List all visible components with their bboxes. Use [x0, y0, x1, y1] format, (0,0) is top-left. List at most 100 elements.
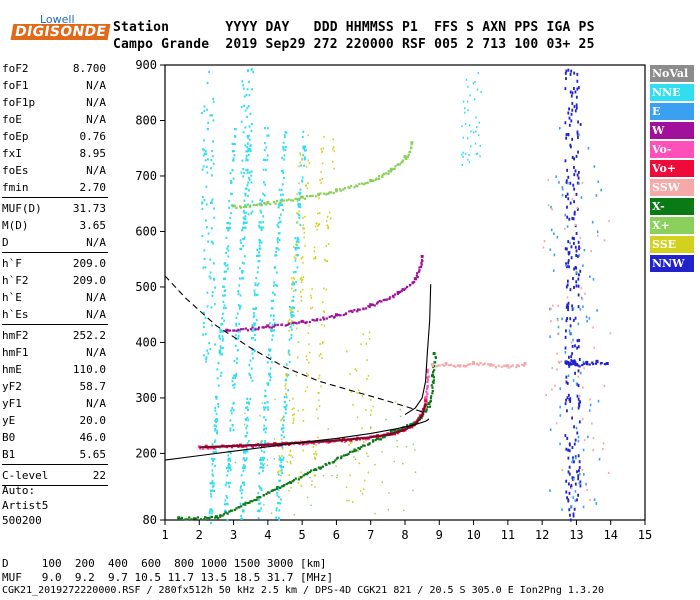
- echo-dot: [573, 173, 576, 177]
- echo-dot: [478, 121, 481, 124]
- echo-dot: [263, 451, 266, 454]
- x-tick-label: 8: [401, 528, 408, 542]
- echo-dot: [571, 91, 574, 95]
- auto-note: Auto: Artist5 500200: [2, 483, 48, 528]
- echo-dot: [578, 395, 581, 398]
- echo-dot: [244, 503, 247, 506]
- echo-dot: [244, 435, 247, 438]
- echo-dot: [609, 332, 612, 335]
- echo-dot: [284, 400, 286, 404]
- echo-dot: [356, 310, 359, 313]
- echo-dot: [566, 381, 569, 385]
- echo-dot: [210, 515, 214, 519]
- echo-dot: [242, 328, 245, 331]
- echo-dot: [571, 108, 574, 112]
- echo-dot: [292, 414, 294, 417]
- echo-dot: [314, 486, 316, 488]
- echo-dot: [202, 333, 205, 336]
- echo-dot: [219, 350, 222, 353]
- x-tick-label: 14: [603, 528, 617, 542]
- echo-dot: [225, 251, 227, 255]
- echo-dot: [242, 510, 245, 513]
- echo-dot: [320, 181, 322, 184]
- echo-dot: [320, 466, 323, 469]
- echo-dot: [368, 331, 371, 334]
- param-name: foF1: [2, 79, 29, 92]
- param-value: 46.0: [79, 431, 107, 444]
- echo-dot: [252, 70, 255, 74]
- echo-dot: [327, 243, 330, 245]
- echo-dot: [578, 247, 580, 251]
- echo-dot: [289, 311, 292, 314]
- echo-dot: [566, 303, 569, 307]
- echo-dot: [289, 322, 292, 324]
- echo-dot: [238, 307, 241, 310]
- echo-dot: [205, 360, 208, 363]
- echo-dot: [468, 363, 471, 366]
- echo-dot: [290, 314, 293, 317]
- echo-dot: [564, 71, 567, 75]
- legend-item: X+: [650, 217, 694, 234]
- echo-dot: [507, 366, 510, 369]
- echo-dot: [252, 316, 255, 319]
- echo-dot: [573, 212, 576, 216]
- echo-dot: [270, 307, 273, 310]
- legend-item: NNW: [650, 255, 694, 272]
- echo-dot: [260, 440, 263, 443]
- param-name: hmF1: [2, 346, 29, 359]
- echo-dot: [477, 363, 480, 367]
- echo-dot: [297, 246, 299, 250]
- echo-dot: [589, 403, 592, 407]
- echo-dot: [209, 348, 212, 351]
- echo-dot: [577, 384, 580, 388]
- y-tick-label: 900: [135, 58, 157, 72]
- echo-dot: [208, 516, 211, 520]
- echo-dot: [589, 398, 591, 401]
- echo-dot: [315, 222, 318, 225]
- echo-dot: [229, 222, 231, 225]
- echo-dot: [188, 516, 191, 519]
- echo-dot: [254, 282, 257, 285]
- echo-dot: [270, 299, 273, 303]
- echo-dot: [246, 329, 250, 332]
- echo-dot: [425, 410, 428, 413]
- echo-dot: [476, 362, 479, 366]
- echo-dot: [210, 227, 213, 230]
- echo-dot: [571, 198, 574, 201]
- echo-dot: [284, 384, 286, 387]
- echo-dot: [218, 335, 221, 338]
- echo-dot: [348, 186, 351, 189]
- echo-dot: [245, 221, 248, 224]
- echo-dot: [294, 197, 298, 201]
- echo-dot: [292, 417, 295, 420]
- echo-dot: [397, 163, 400, 166]
- echo-dot: [602, 447, 604, 451]
- echo-dot: [569, 181, 572, 185]
- profile-curve: [164, 418, 430, 461]
- echo-dot: [348, 450, 352, 454]
- echo-dot: [242, 238, 244, 241]
- echo-dot: [381, 451, 383, 453]
- echo-dot: [290, 306, 293, 309]
- echo-dot: [211, 463, 214, 466]
- echo-dot: [257, 492, 260, 495]
- echo-dot: [576, 470, 578, 474]
- echo-dot: [295, 221, 298, 224]
- echo-dot: [210, 495, 213, 498]
- echo-dot: [399, 415, 402, 418]
- echo-dot: [299, 153, 302, 156]
- echo-dot: [570, 362, 573, 366]
- echo-dot: [556, 352, 558, 355]
- echo-dot: [249, 112, 252, 116]
- echo-dot: [215, 418, 217, 421]
- echo-dot: [294, 477, 297, 480]
- echo-dot: [250, 337, 253, 340]
- echo-dot: [245, 426, 248, 430]
- echo-dot: [248, 501, 251, 504]
- echo-dot: [596, 309, 598, 312]
- echo-dot: [226, 247, 229, 250]
- echo-dot: [266, 154, 269, 157]
- echo-dot: [322, 318, 326, 321]
- echo-dot: [310, 469, 313, 472]
- echo-dot: [452, 364, 455, 368]
